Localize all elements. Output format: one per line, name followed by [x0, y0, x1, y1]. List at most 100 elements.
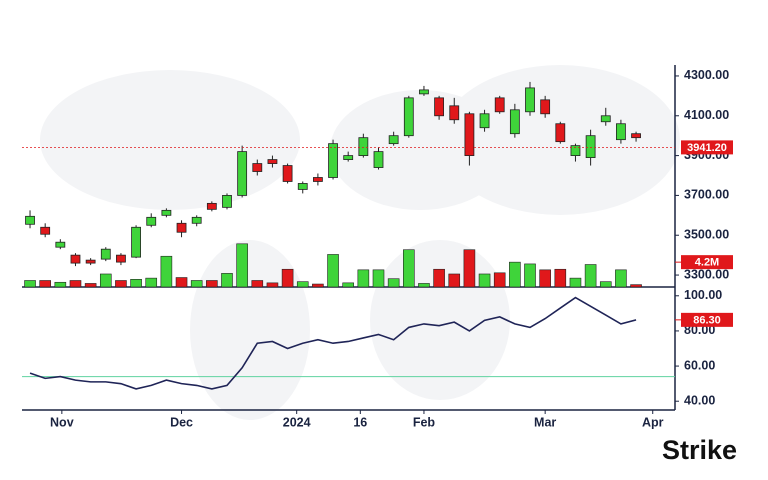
- candle-body: [479, 113, 490, 129]
- volume-bar: [39, 280, 51, 288]
- y-tick-label: 100.00: [684, 288, 722, 302]
- volume-bar: [524, 263, 536, 288]
- volume-bar: [145, 277, 158, 288]
- candle-body: [312, 177, 323, 182]
- candle-body: [222, 195, 232, 208]
- y-tick-label: 60.00: [684, 358, 715, 372]
- brand-logo: Strike: [662, 435, 737, 465]
- x-tick-label: Apr: [642, 415, 664, 429]
- candle-body: [600, 115, 611, 123]
- candle-body: [570, 145, 581, 156]
- volume-bar: [130, 279, 142, 288]
- volume-bar: [266, 282, 279, 288]
- candle-body: [358, 137, 369, 156]
- x-tick-label: Nov: [50, 415, 74, 429]
- volume-bar: [327, 254, 339, 288]
- volume-bar: [387, 278, 400, 288]
- x-tick-label: Mar: [534, 415, 556, 429]
- x-tick-label: 2024: [283, 415, 311, 429]
- volume-bar: [296, 281, 309, 288]
- volume-bar: [539, 269, 551, 288]
- volume-bar: [24, 280, 36, 288]
- volume-bar: [478, 273, 491, 288]
- candle-body: [25, 215, 35, 225]
- candle-body: [40, 226, 51, 235]
- volume-bar: [615, 269, 627, 288]
- volume-bar: [372, 269, 385, 288]
- volume-bar: [251, 280, 264, 288]
- candle-body: [494, 97, 505, 113]
- candle-body: [464, 113, 475, 156]
- candle-body: [616, 123, 626, 141]
- volume-bar: [403, 249, 415, 288]
- volume-bar: [569, 277, 582, 288]
- volume-bar: [281, 268, 294, 288]
- oscillator-line: [29, 296, 637, 390]
- candle-body: [55, 241, 66, 248]
- candle-body: [525, 87, 535, 113]
- volume-bar: [236, 243, 248, 288]
- volume-bar: [175, 277, 188, 288]
- volume-bar: [357, 269, 370, 288]
- x-tick-label: Dec: [170, 415, 193, 429]
- y-tick-label: 3500.00: [684, 228, 729, 242]
- candle-body: [161, 209, 172, 216]
- candle-body: [328, 143, 338, 178]
- candle-body: [282, 165, 293, 182]
- candle-body: [509, 109, 520, 135]
- candle-body: [631, 133, 641, 139]
- candle-body: [449, 105, 460, 121]
- candle-body: [297, 183, 308, 190]
- volume-bar: [554, 268, 567, 288]
- volume-bar: [630, 284, 642, 288]
- volume-bar: [190, 280, 203, 288]
- candle-body: [434, 97, 445, 117]
- candle-body: [252, 163, 263, 172]
- x-tick-label: 16: [353, 415, 367, 429]
- candle-body: [419, 89, 429, 95]
- candle-body: [388, 135, 399, 145]
- candle-body: [85, 259, 96, 264]
- value-tag: [681, 140, 733, 155]
- candle-body: [585, 135, 596, 158]
- y-tick-label: 3300.00: [684, 267, 729, 281]
- volume-bar: [463, 249, 476, 288]
- candle-body: [176, 222, 187, 233]
- x-tick-label: Feb: [413, 415, 436, 429]
- volume-bar: [84, 283, 97, 288]
- value-tag-label: 86.30: [693, 314, 721, 326]
- y-tick-label: 40.00: [684, 394, 715, 408]
- candle-body: [70, 254, 81, 264]
- volume-bar: [599, 281, 612, 288]
- volume-bar: [312, 283, 324, 288]
- value-tag-label: 4.2M: [695, 257, 719, 269]
- volume-bar: [99, 273, 112, 288]
- candle-body: [343, 155, 354, 160]
- candle-body: [131, 226, 141, 258]
- volume-bar: [160, 255, 173, 288]
- value-tag: [681, 312, 733, 327]
- candle-body: [100, 248, 111, 260]
- volume-bar: [221, 273, 233, 288]
- y-tick-label: 3700.00: [684, 188, 729, 202]
- candle-body: [555, 123, 566, 143]
- y-tick-label: 4100.00: [684, 108, 729, 122]
- volume-bar: [69, 280, 82, 288]
- candle-body: [206, 202, 217, 210]
- candle-body: [237, 151, 248, 196]
- volume-bar: [54, 281, 67, 288]
- candle-body: [116, 254, 126, 263]
- volume-bar: [418, 283, 430, 288]
- candle-body: [540, 99, 551, 115]
- volume-bar: [509, 261, 521, 288]
- candle-body: [403, 97, 414, 137]
- value-tag-label: 3941.20: [687, 142, 727, 154]
- candle-body: [373, 151, 384, 168]
- y-tick-label: 4300.00: [684, 68, 729, 82]
- volume-bar: [342, 282, 354, 288]
- candle-body: [146, 216, 157, 226]
- volume-bar: [206, 280, 218, 288]
- volume-bar: [584, 264, 597, 288]
- volume-bar: [448, 273, 461, 288]
